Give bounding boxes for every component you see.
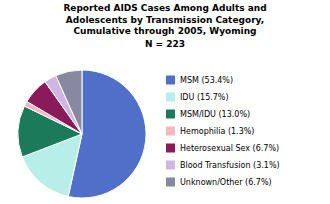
legend-label: Heterosexual Sex (6.7%) [180,144,279,153]
legend-swatch [166,127,175,136]
title-line: Adolescents by Transmission Category, [66,15,264,25]
legend: MSM (53.4%) IDU (15.7%) MSM/IDU (13.0%) Hem… [166,76,280,187]
pie-slice [56,70,82,134]
legend-label: IDU (15.7%) [180,93,229,102]
legend-swatch [166,144,175,153]
legend-label: Unknown/Other (6.7%) [180,178,272,187]
legend-label: MSM (53.4%) [180,76,233,85]
title: Reported AIDS Cases Among Adults and Adol… [63,3,266,36]
legend-label: Hemophilia (1.3%) [180,127,254,136]
legend-swatch [166,110,175,119]
legend-swatch [166,93,175,102]
chart: Reported AIDS Cases Among Adults and Adol… [0,0,330,204]
title-line: Reported AIDS Cases Among Adults and [63,3,266,13]
legend-label: Blood Transfusion (3.1%) [180,161,280,170]
legend-swatch [166,161,175,170]
legend-swatch [166,178,175,187]
legend-label: MSM/IDU (13.0%) [180,110,250,119]
subtitle: N = 223 [145,39,185,49]
pie [18,70,146,198]
legend-swatch [166,76,175,85]
title-line: Cumulative through 2005, Wyoming [73,26,256,36]
